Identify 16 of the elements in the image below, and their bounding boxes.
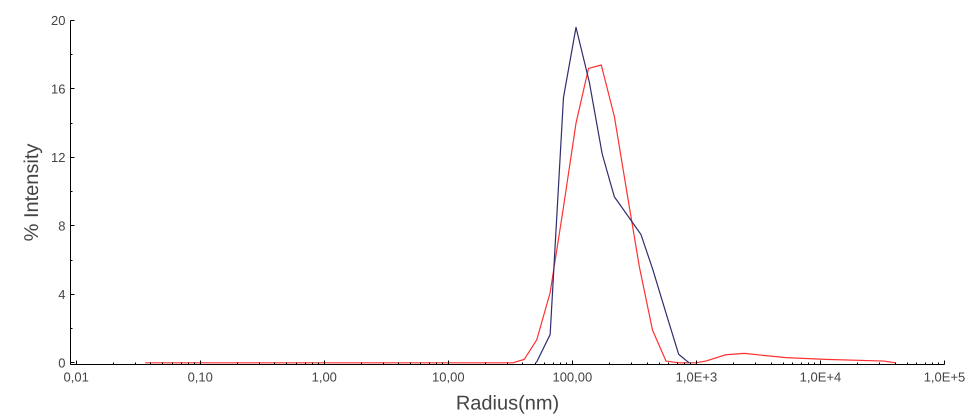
x-tick-label: 1,0E+5 xyxy=(924,370,966,384)
y-tick-label: 4 xyxy=(58,286,66,302)
x-tick-label: 0,10 xyxy=(188,370,213,384)
y-tick-label: 8 xyxy=(58,218,66,234)
y-tick-label: 16 xyxy=(51,81,66,96)
x-tick-label: 10,00 xyxy=(432,370,465,384)
x-axis-title: Radius(nm) xyxy=(456,392,560,414)
y-tick-label: 12 xyxy=(51,150,66,165)
x-tick-label: 1,00 xyxy=(312,370,337,384)
x-tick-label: 1,0E+4 xyxy=(800,370,842,384)
y-axis-title: % Intensity xyxy=(21,144,44,242)
y-tick-label: 0 xyxy=(58,355,66,370)
x-tick-label: 100,00 xyxy=(552,370,592,384)
x-tick-label: 1,0E+3 xyxy=(676,370,718,384)
y-tick-label: 20 xyxy=(51,13,66,28)
x-tick-label: 0,01 xyxy=(64,370,89,384)
